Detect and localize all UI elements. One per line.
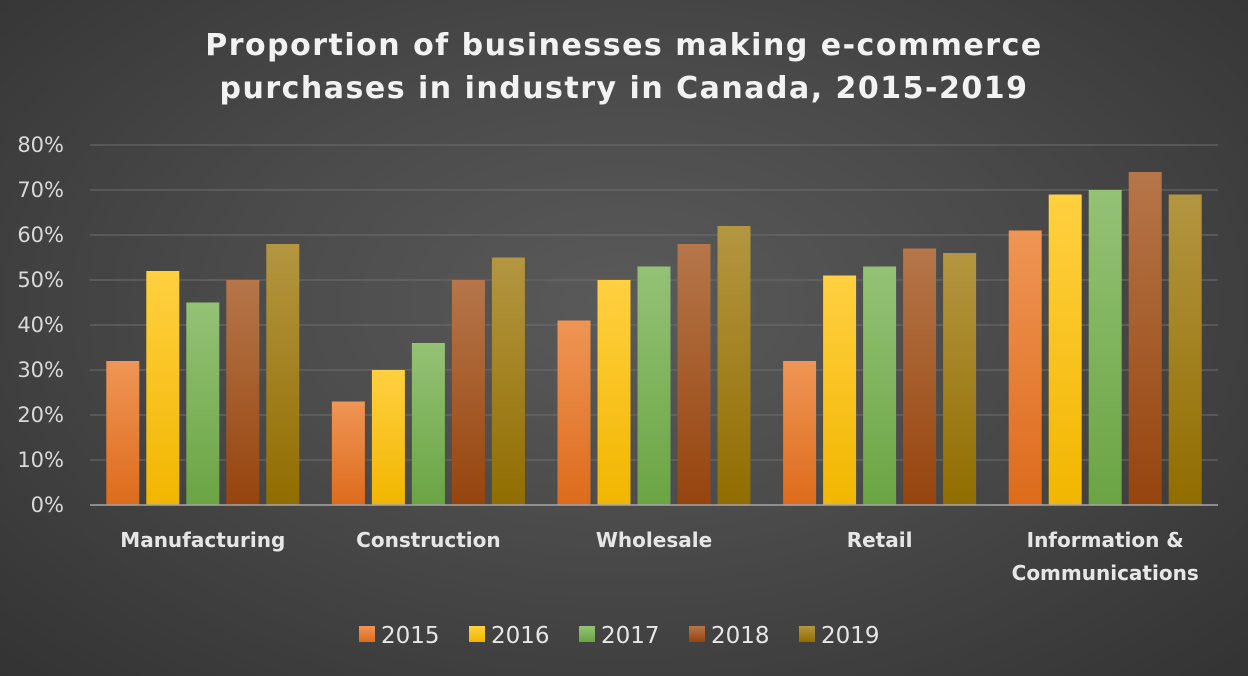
y-tick-label: 80% (17, 133, 64, 157)
x-axis-tick-labels: Manufacturing Construction Wholesale Retail… (120, 528, 1198, 585)
legend-label: 2018 (711, 623, 770, 649)
legend-label: 2015 (381, 623, 440, 649)
y-tick-label: 10% (17, 448, 64, 472)
bar (146, 271, 180, 505)
bar (903, 248, 937, 505)
x-tick-label: Manufacturing (120, 528, 285, 552)
bars (106, 172, 1202, 505)
x-tick-label: Wholesale (596, 528, 712, 552)
legend-swatch (799, 626, 815, 642)
legend-label: 2016 (491, 623, 550, 649)
bar (557, 320, 591, 505)
bar (1008, 230, 1042, 505)
y-tick-label: 20% (17, 403, 64, 427)
bar (226, 280, 260, 505)
bar (451, 280, 485, 505)
x-tick-label: Retail (847, 528, 913, 552)
legend-swatch (689, 626, 705, 642)
y-tick-label: 70% (17, 178, 64, 202)
y-tick-label: 40% (17, 313, 64, 337)
x-tick-label: Communications (1012, 561, 1199, 585)
bar (266, 244, 300, 505)
bar (863, 266, 897, 505)
bar (186, 302, 220, 505)
bar (331, 401, 365, 505)
y-tick-label: 60% (17, 223, 64, 247)
legend-swatch (469, 626, 485, 642)
y-tick-label: 0% (31, 493, 64, 517)
bar (1088, 190, 1122, 505)
y-tick-label: 30% (17, 358, 64, 382)
x-tick-label: Construction (356, 528, 500, 552)
bar (1048, 194, 1082, 505)
bar (371, 370, 405, 505)
bar (823, 275, 857, 505)
bar (677, 244, 711, 505)
y-axis-tick-labels: 0% 10% 20% 30% 40% 50% 60% 70% 80% (17, 133, 64, 517)
x-tick-label: Information & (1027, 528, 1184, 552)
bar (1168, 194, 1202, 505)
bar (491, 257, 525, 505)
legend-label: 2017 (601, 623, 660, 649)
y-tick-label: 50% (17, 268, 64, 292)
legend-swatch (579, 626, 595, 642)
bar (411, 343, 445, 505)
bar (597, 280, 631, 505)
bar (637, 266, 671, 505)
legend: 2015 2016 2017 2018 2019 (359, 623, 880, 649)
legend-swatch (359, 626, 375, 642)
bar (783, 361, 817, 505)
chart-title-line-1: Proportion of businesses making e-commer… (205, 28, 1042, 63)
bar (943, 253, 977, 505)
legend-label: 2019 (821, 623, 880, 649)
chart-title-line-2: purchases in industry in Canada, 2015-20… (219, 71, 1028, 106)
bar (717, 226, 751, 505)
bar (106, 361, 140, 505)
bar (1128, 172, 1162, 505)
